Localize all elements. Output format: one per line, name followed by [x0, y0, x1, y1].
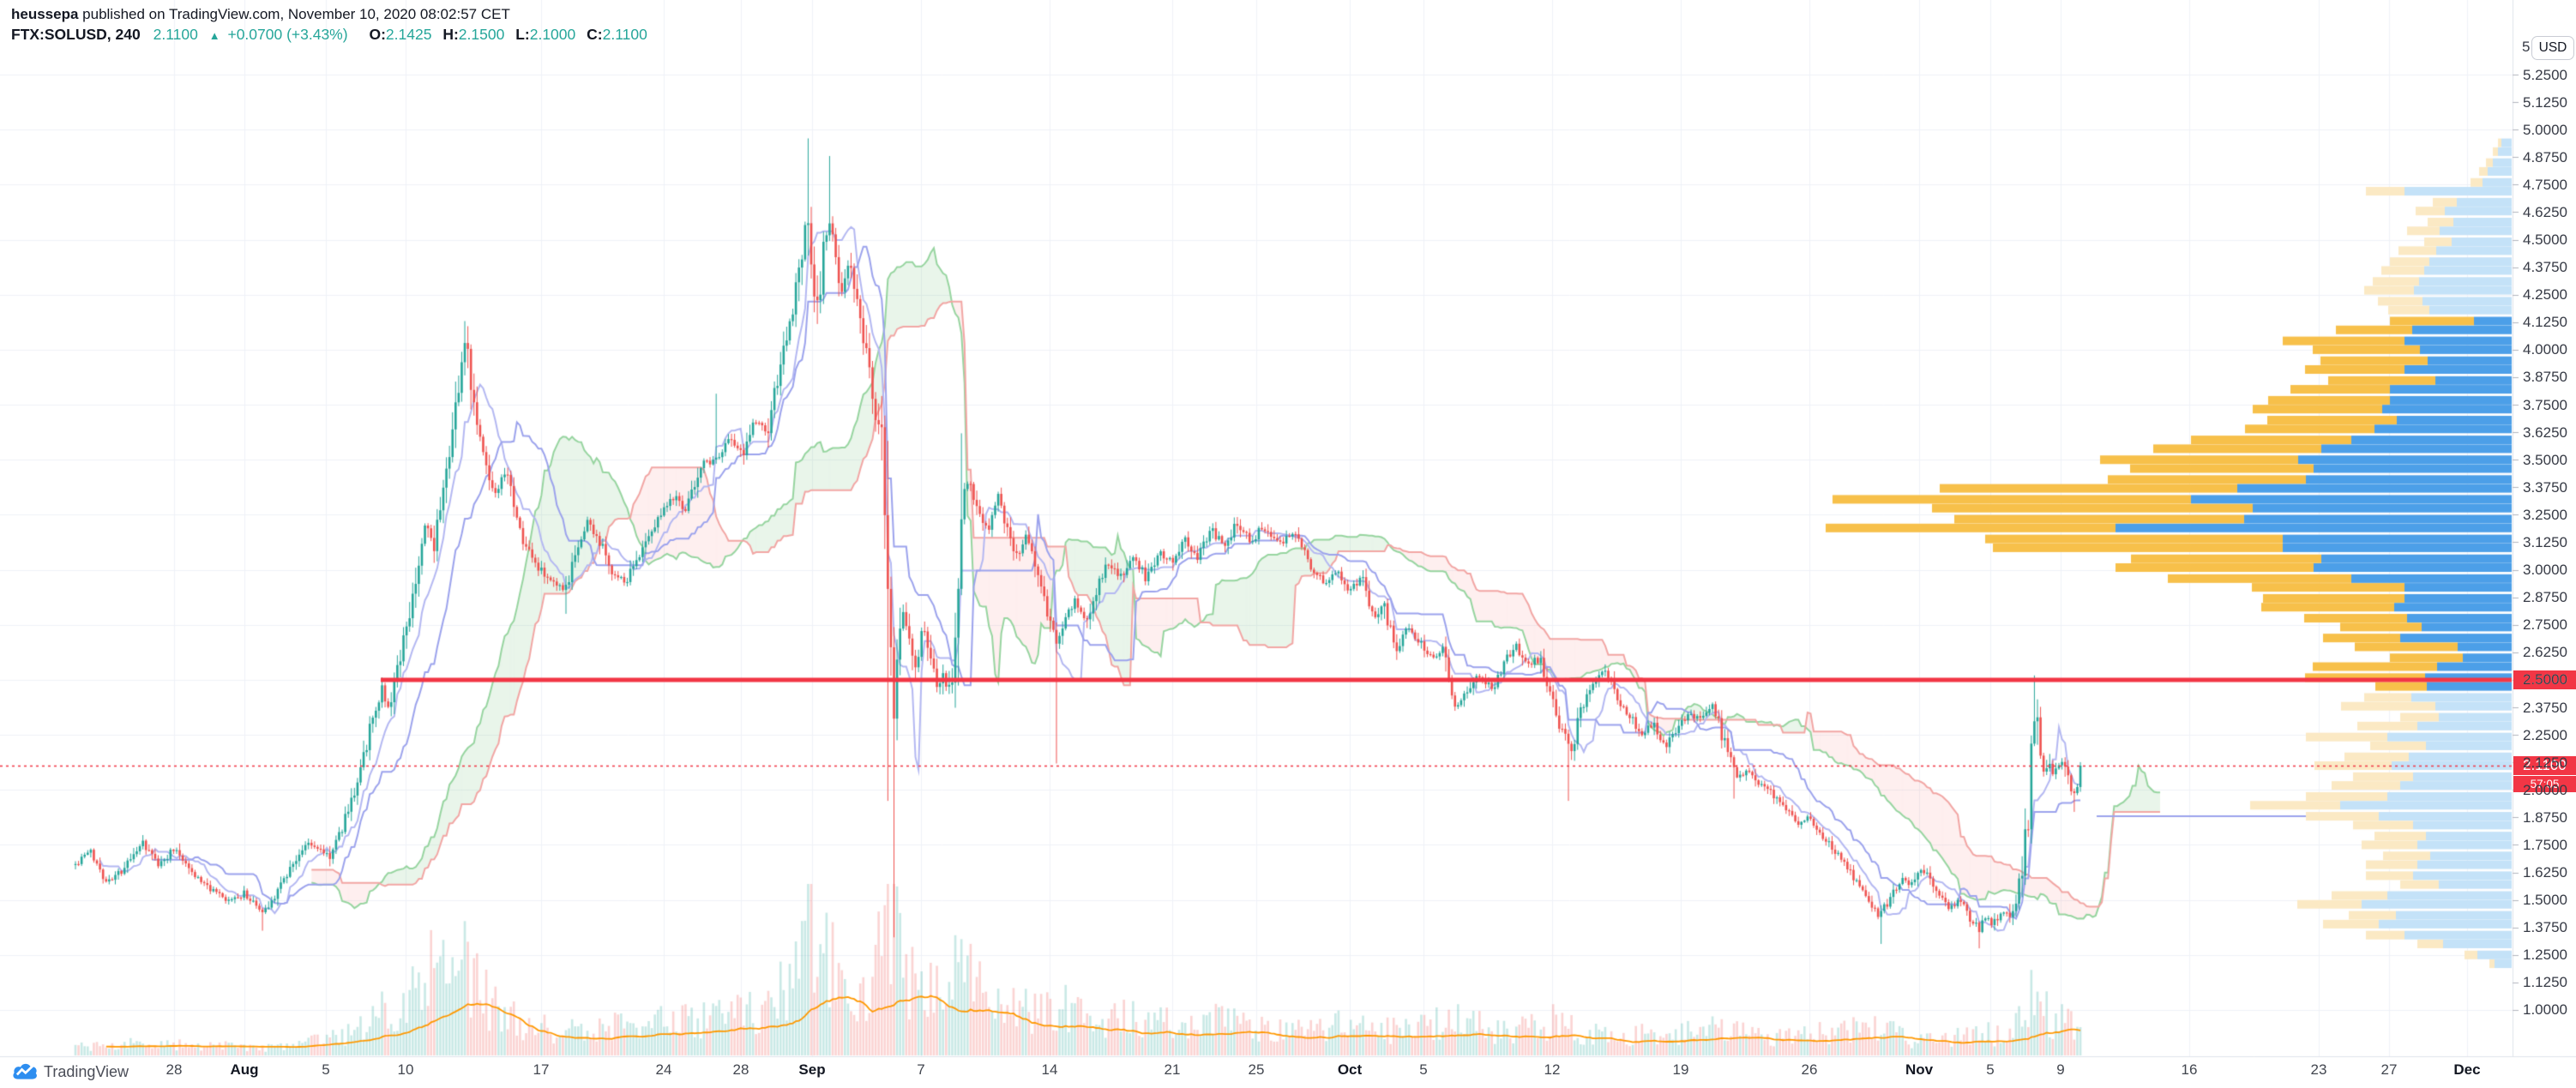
price-axis-label: 1.3750 [2523, 919, 2567, 936]
time-axis-label: 12 [1544, 1061, 1561, 1078]
price-axis-label: 3.5000 [2523, 451, 2567, 468]
price-axis-label: 5.1250 [2523, 93, 2567, 111]
price-axis-label: 4.8750 [2523, 148, 2567, 165]
time-axis-label: 21 [1164, 1061, 1181, 1078]
close-label: C: [587, 26, 603, 43]
price-axis-label: 1.6250 [2523, 864, 2567, 881]
time-axis-label: 25 [1248, 1061, 1265, 1078]
price-axis-label: 3.1250 [2523, 533, 2567, 550]
price-axis-label: 3.2500 [2523, 506, 2567, 523]
price-axis-label: 1.5000 [2523, 892, 2567, 909]
price-axis-label: 1.0000 [2523, 1001, 2567, 1019]
symbol-status-line: FTX:SOLUSD, 240 2.1100 ▲ +0.0700 (+3.43%… [11, 24, 647, 46]
price-axis-label: 4.2500 [2523, 286, 2567, 304]
low-label: L: [515, 26, 530, 43]
current-price-badge: 2.1100 [2513, 756, 2576, 776]
time-axis-label: 27 [2380, 1061, 2398, 1078]
price-axis-label: 4.6250 [2523, 203, 2567, 220]
time-axis-label: 17 [533, 1061, 550, 1078]
price-axis-label: 5.0000 [2523, 121, 2567, 138]
currency-toggle-button[interactable]: USD [2531, 36, 2574, 60]
price-axis-label: 1.8750 [2523, 808, 2567, 826]
price-axis-label: 4.3750 [2523, 259, 2567, 276]
byline: heussepa published on TradingView.com, N… [11, 4, 510, 25]
price-axis-top-label: 5 [2522, 39, 2531, 55]
price-axis-label: 2.5000 [2523, 671, 2567, 688]
time-axis-label: 28 [732, 1061, 749, 1078]
price-axis-label: 3.3750 [2523, 478, 2567, 496]
time-axis-label: 5 [1419, 1061, 1428, 1078]
time-axis-label: 28 [166, 1061, 183, 1078]
time-axis-label: 16 [2181, 1061, 2198, 1078]
time-axis-label: 5 [1986, 1061, 1995, 1078]
price-axis-label: 1.1250 [2523, 974, 2567, 991]
time-axis-label: 5 [322, 1061, 330, 1078]
price-axis-label: 3.7500 [2523, 396, 2567, 413]
time-axis-label: 23 [2310, 1061, 2327, 1078]
time-axis-label: 26 [1801, 1061, 1818, 1078]
high-value: 2.1500 [458, 26, 505, 43]
price-axis-label: 1.7500 [2523, 836, 2567, 853]
price-axis-label: 2.6250 [2523, 644, 2567, 661]
time-axis-label: Sep [798, 1061, 826, 1078]
time-axis-label: Nov [1905, 1061, 1934, 1078]
time-axis-label: 14 [1041, 1061, 1058, 1078]
price-axis-label: 5.2500 [2523, 66, 2567, 83]
price-axis-label: 2.1250 [2523, 754, 2567, 771]
low-value: 2.1000 [529, 26, 576, 43]
tradingview-logo[interactable]: TradingView [11, 1061, 129, 1083]
open-value: 2.1425 [385, 26, 432, 43]
byline-text: published on TradingView.com, November 1… [78, 6, 510, 22]
bar-countdown-badge: 57:05 [2513, 775, 2576, 792]
price-axis-label: 4.1250 [2523, 314, 2567, 331]
tradingview-logo-icon [13, 1063, 37, 1079]
tradingview-logo-text: TradingView [44, 1062, 129, 1080]
price-axis-label: 2.2500 [2523, 726, 2567, 743]
price-axis-label: 3.0000 [2523, 562, 2567, 579]
time-axis-label: 24 [655, 1061, 672, 1078]
symbol-title[interactable]: FTX:SOLUSD, 240 [11, 26, 141, 43]
time-axis-label: 9 [2056, 1061, 2065, 1078]
price-axis-label: 2.3750 [2523, 699, 2567, 716]
time-axis-label: 19 [1672, 1061, 1689, 1078]
time-axis-label: 7 [917, 1061, 925, 1078]
price-axis-label: 4.7500 [2523, 176, 2567, 193]
price-axis-label: 2.0000 [2523, 781, 2567, 798]
time-axis-label: Dec [2453, 1061, 2481, 1078]
time-axis-label: Oct [1337, 1061, 1363, 1078]
author-name[interactable]: heussepa [11, 6, 79, 22]
price-change: +0.0700 (+3.43%) [227, 26, 348, 43]
open-label: O: [369, 26, 386, 43]
price-axis-label: 2.7500 [2523, 616, 2567, 634]
price-axis-label: 1.2500 [2523, 947, 2567, 964]
price-axis-label: 3.6250 [2523, 424, 2567, 441]
high-label: H: [442, 26, 459, 43]
level-price-badge: 2.5000 [2513, 670, 2576, 689]
time-axis-label: Aug [230, 1061, 259, 1078]
time-axis-label: 10 [397, 1061, 414, 1078]
close-value: 2.1100 [602, 26, 647, 43]
price-axis-label: 3.8750 [2523, 369, 2567, 386]
price-axis-label: 4.5000 [2523, 231, 2567, 249]
change-up-arrow-icon: ▲ [208, 29, 220, 42]
price-axis-label: 4.0000 [2523, 341, 2567, 358]
last-price-value: 2.1100 [153, 26, 198, 43]
price-axis-label: 2.8750 [2523, 589, 2567, 606]
